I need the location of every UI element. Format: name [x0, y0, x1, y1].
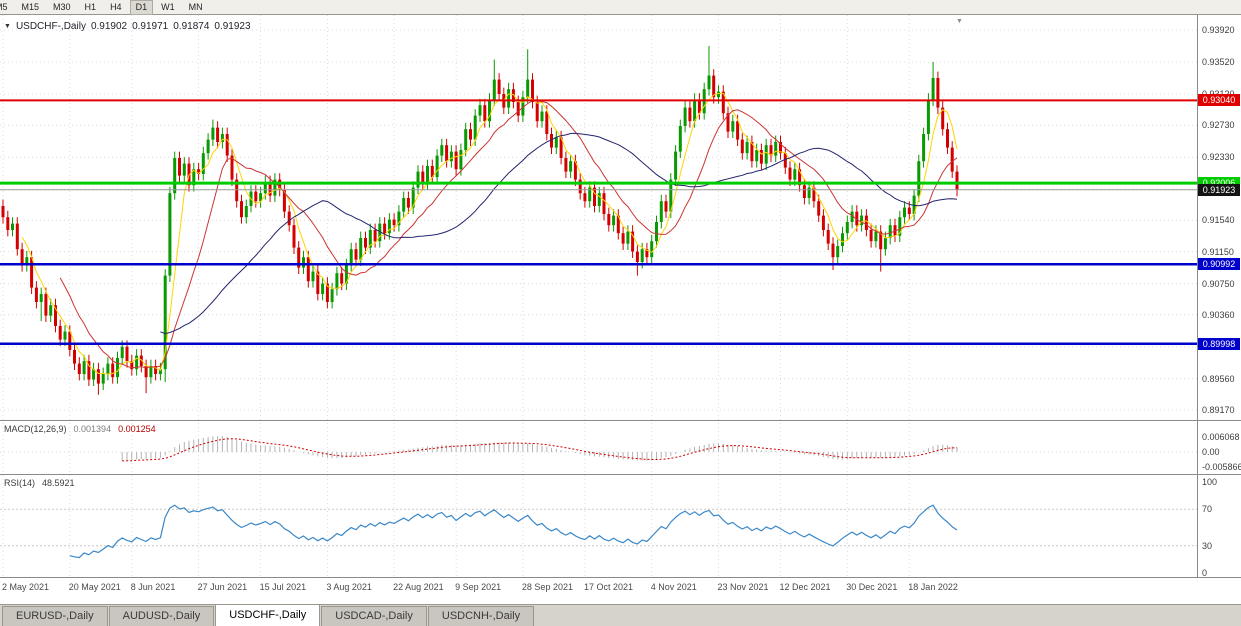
- candlestick-chart[interactable]: [0, 0, 1241, 600]
- date-label: 8 Jun 2021: [130, 582, 176, 592]
- rsi-value: 48.5921: [42, 478, 75, 488]
- timeframe-button-m15[interactable]: M15: [21, 1, 40, 12]
- timeframe-button-d1[interactable]: D1: [129, 0, 154, 15]
- date-label: 15 Jul 2021: [259, 582, 307, 592]
- macd-axis-label: 0.00: [1202, 447, 1220, 457]
- rsi-indicator-readout: RSI(14) 48.5921: [4, 478, 75, 488]
- macd-histogram: [121, 436, 958, 461]
- price-tick-label: 0.90750: [1202, 278, 1235, 289]
- date-label: 30 Dec 2021: [846, 582, 898, 592]
- timeframe-button-m30[interactable]: M30: [53, 1, 71, 12]
- ma-line-5: [21, 92, 958, 375]
- chart-ohlc-readout: ▼ USDCHF-,Daily 0.91902 0.91971 0.91874 …: [4, 21, 251, 32]
- date-label: 3 Aug 2021: [326, 582, 372, 592]
- macd-indicator-readout: MACD(12,26,9) 0.001394 0.001254: [4, 424, 156, 434]
- rsi-axis-label: 70: [1202, 504, 1213, 515]
- price-tick-label: 0.90360: [1202, 309, 1235, 320]
- macd-axis-label: -0.005866: [1202, 461, 1241, 472]
- chart-tab-usdcnh[interactable]: USDCNH-,Daily: [427, 606, 535, 626]
- chart-tab-usdcad[interactable]: USDCAD-,Daily: [321, 606, 427, 626]
- chart-tab-eurusd[interactable]: EURUSD-,Daily: [2, 606, 108, 626]
- timeframe-button-h1[interactable]: H1: [84, 1, 97, 12]
- macd-axis-label: 0.006068: [1202, 432, 1240, 442]
- date-label: 9 Sep 2021: [455, 582, 502, 592]
- date-label: 12 Dec 2021: [779, 582, 831, 592]
- macd-signal-line: [122, 438, 958, 462]
- chart-shift-marker-icon[interactable]: ▼: [956, 18, 963, 25]
- chart-tab-usdchf[interactable]: USDCHF-,Daily: [215, 604, 321, 626]
- macd-label: MACD(12,26,9): [4, 424, 67, 434]
- hline-price-label[interactable]: 0.89998: [1198, 337, 1240, 350]
- timeframe-button-w1[interactable]: W1: [161, 1, 175, 12]
- price-tick-label: 0.89560: [1202, 373, 1235, 384]
- date-label: 4 Nov 2021: [650, 582, 697, 592]
- rsi-line: [69, 504, 958, 559]
- rsi-label: RSI(14): [4, 478, 36, 488]
- readout-low: 0.91874: [173, 21, 210, 32]
- price-tick-label: 0.93120: [1202, 89, 1235, 99]
- readout-close: 0.91923: [214, 21, 251, 32]
- hline-price-label[interactable]: 0.93040: [1198, 94, 1240, 107]
- readout-high: 0.91971: [132, 21, 169, 32]
- rsi-axis-label: 30: [1202, 540, 1213, 551]
- date-label: 17 Oct 2021: [583, 582, 633, 592]
- timeframe-button-h4[interactable]: H4: [110, 1, 122, 12]
- date-label: 27 Jun 2021: [197, 582, 248, 592]
- timeframe-button-m5[interactable]: M5: [0, 1, 8, 12]
- timeframe-button-mn[interactable]: MN: [188, 1, 203, 12]
- price-tick-label: 0.93920: [1202, 25, 1235, 36]
- price-tick-label: 0.91150: [1202, 246, 1234, 257]
- price-tick-label: 0.92730: [1202, 120, 1235, 131]
- date-label: 23 Nov 2021: [717, 582, 769, 592]
- date-label: 18 Jan 2022: [908, 582, 958, 592]
- price-tick-label: 0.89170: [1202, 405, 1235, 415]
- ma-line-34: [160, 132, 958, 335]
- price-tick-label: 0.93520: [1202, 57, 1235, 68]
- date-label: 28 Sep 2021: [521, 582, 573, 592]
- rsi-axis-label: 0: [1202, 568, 1208, 578]
- timeframe-toolbar: M5 M15 M30 H1 H4 D1 W1 MN: [0, 0, 1241, 15]
- current-price-label[interactable]: 0.91923: [1198, 183, 1240, 196]
- price-tick-label: 0.91540: [1202, 215, 1235, 226]
- date-label: 20 May 2021: [68, 582, 121, 592]
- rsi-axis-label: 100: [1202, 477, 1218, 487]
- date-label: 22 Aug 2021: [393, 582, 444, 592]
- ma-line-13: [59, 100, 958, 369]
- date-label: 2 May 2021: [2, 582, 50, 592]
- symbol-dropdown-icon[interactable]: ▼: [4, 23, 11, 30]
- symbol-label: USDCHF-,Daily: [15, 21, 86, 32]
- chart-tabs: EURUSD-,Daily AUDUSD-,Daily USDCHF-,Daily U…: [0, 604, 1241, 626]
- price-tick-label: 0.92330: [1202, 152, 1235, 163]
- macd-signal-value: 0.001254: [118, 424, 156, 434]
- macd-main-value: 0.001394: [73, 424, 112, 434]
- readout-open: 0.91902: [90, 21, 128, 32]
- chart-tab-audusd[interactable]: AUDUSD-,Daily: [108, 606, 215, 626]
- hline-price-label[interactable]: 0.90992: [1198, 258, 1240, 271]
